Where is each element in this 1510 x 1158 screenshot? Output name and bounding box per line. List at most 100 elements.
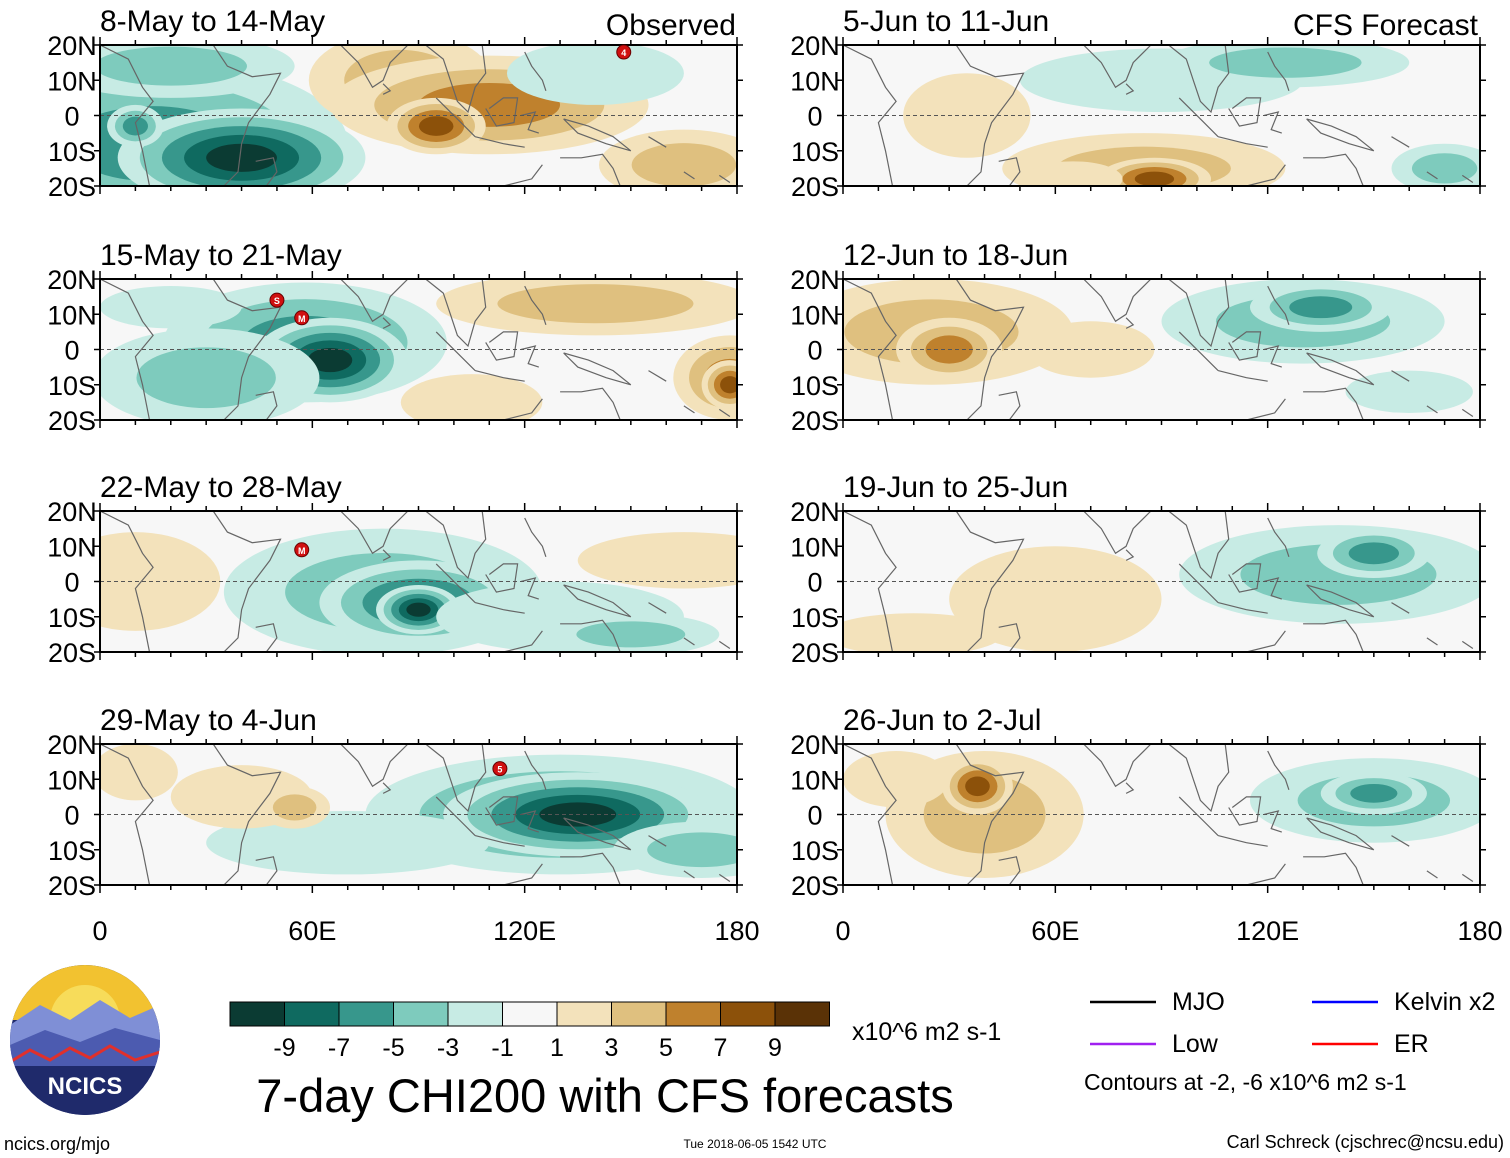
coastline-16	[683, 405, 695, 414]
coastline-9	[1228, 563, 1262, 593]
colorbar-swatch	[502, 1001, 558, 1027]
anomaly-wet-2-4	[406, 602, 431, 617]
anomaly-wet-3-2	[1350, 783, 1398, 803]
storm-marker-icon[interactable]: M	[294, 542, 310, 558]
chi200-field	[100, 279, 737, 420]
storm-marker-label: M	[298, 546, 306, 556]
colorbar-label: 1	[550, 1034, 564, 1062]
coastline-5	[382, 782, 392, 794]
ncics-logo[interactable]: NCICS	[10, 965, 160, 1116]
panel-obs-1: 20N 10N 0 10S 20S 8-May to 14-May 4	[47, 5, 743, 202]
coastline-1	[955, 279, 1025, 420]
coastline-5	[1125, 83, 1135, 95]
contour-note: Contours at -2, -6 x10^6 m2 s-1	[1084, 1069, 1407, 1095]
storm-marker-icon[interactable]: 5	[492, 761, 508, 777]
coastline-1	[212, 511, 282, 652]
longitude-axis: 0 60E 120E 180 0 60E 120E 180	[92, 916, 1502, 946]
coastline-7	[435, 796, 476, 837]
anomaly-wet-6-1	[647, 832, 737, 868]
anomaly-dry-5-3	[720, 376, 737, 394]
lat-label: 20N	[47, 497, 97, 527]
coastlines	[100, 279, 731, 420]
coastlines	[843, 45, 1474, 186]
legend-label: ER	[1394, 1030, 1429, 1058]
coastline-5	[1125, 317, 1135, 329]
storm-marker-label: 5	[497, 765, 502, 775]
lat-label: 10N	[47, 532, 97, 562]
coastline-8	[1217, 136, 1268, 148]
coastline-3	[1044, 744, 1046, 745]
colorbar-swatch	[229, 1001, 285, 1027]
lat-label: 20N	[790, 730, 840, 760]
lat-label: 0	[64, 336, 79, 366]
lat-label: 0	[807, 568, 822, 598]
anomaly-wet-5-0	[1345, 370, 1473, 413]
coastline-11	[524, 517, 547, 557]
coastline-9	[485, 796, 519, 826]
coastline-5	[1125, 549, 1135, 561]
coastline-15	[648, 136, 667, 148]
coastline-2	[998, 856, 1021, 885]
lat-label: 10S	[48, 603, 96, 633]
coastline-9	[1228, 97, 1262, 127]
colorbar-label: -3	[437, 1034, 459, 1062]
coastline-10	[1263, 577, 1282, 600]
lon-label: 180	[714, 916, 759, 946]
coastline-17	[718, 873, 731, 882]
coastline-11	[1267, 51, 1290, 91]
lat-label: 10N	[790, 532, 840, 562]
storm-marker-label: 4	[621, 48, 626, 58]
colorbar-swatch	[393, 1001, 449, 1027]
chi200-field	[100, 744, 737, 885]
coastline-9	[485, 331, 519, 361]
coastline-6	[1168, 279, 1230, 348]
storm-marker-icon[interactable]: 4	[616, 44, 632, 60]
lat-label: 10N	[47, 66, 97, 96]
chi200-field	[843, 279, 1480, 420]
anomaly-dry-2-0	[903, 73, 1031, 158]
coastline-2	[998, 623, 1021, 652]
coastline-12	[563, 352, 632, 386]
author-credit: Carl Schreck (cjschrec@ncsu.edu)	[1227, 1132, 1504, 1152]
coastline-2	[255, 157, 278, 186]
lat-label: 10N	[790, 300, 840, 330]
anomaly-dry-3-0	[843, 613, 1003, 652]
anomaly-wet-6-0	[100, 286, 242, 329]
panel-fcst-2: 20N 10N 0 10S 20S 12-Jun to 18-Jun	[790, 239, 1486, 436]
legend-item-mjo: MJO	[1090, 988, 1225, 1016]
lat-label: 20N	[790, 265, 840, 295]
timestamp: Tue 2018-06-05 1542 UTC	[684, 1137, 827, 1151]
storm-marker-icon[interactable]: M	[294, 310, 310, 326]
coastline-4	[340, 45, 409, 89]
coastline-12	[1306, 817, 1375, 851]
lat-label: 10N	[47, 765, 97, 795]
coastline-12	[563, 584, 632, 618]
colorbar-label: -5	[382, 1034, 404, 1062]
anomaly-dry-4-1	[272, 794, 317, 821]
colorbar-label: -9	[273, 1034, 295, 1062]
coastline-13	[1303, 153, 1364, 186]
lat-label: 20N	[790, 31, 840, 61]
chi200-field	[843, 511, 1480, 652]
anomaly-wet-3-2	[1289, 296, 1353, 319]
coastline-16	[1426, 405, 1438, 414]
coastline-6	[425, 45, 487, 114]
figure-title: 7-day CHI200 with CFS forecasts	[256, 1069, 953, 1122]
source-link[interactable]: ncics.org/mjo	[4, 1134, 110, 1154]
lon-label: 0	[835, 916, 850, 946]
coastline-15	[1391, 602, 1410, 614]
coastline-4	[1083, 511, 1152, 555]
chi200-field	[843, 45, 1480, 186]
coastline-7	[435, 563, 476, 604]
colorbar: -9 -7 -5 -3 -1 1 3 5 7 9	[229, 1001, 830, 1062]
coastline-17	[1461, 873, 1474, 882]
colorbar-label: 7	[714, 1034, 728, 1062]
coastline-14	[1246, 398, 1286, 420]
storm-marker-icon[interactable]: S	[269, 292, 285, 308]
coastline-17	[718, 408, 731, 417]
colorbar-label: -7	[328, 1034, 350, 1062]
coastline-4	[340, 279, 409, 323]
coastline-2	[998, 391, 1021, 420]
panel-date-label: 15-May to 21-May	[100, 239, 342, 272]
